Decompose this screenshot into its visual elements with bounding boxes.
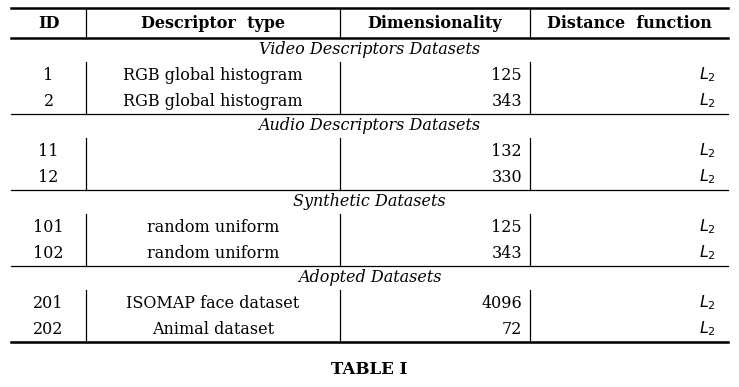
Text: Descriptor  type: Descriptor type bbox=[141, 14, 285, 31]
Text: 125: 125 bbox=[491, 67, 522, 84]
Text: $L_2$: $L_2$ bbox=[699, 244, 716, 262]
Text: $L_2$: $L_2$ bbox=[699, 294, 716, 312]
Text: Animal dataset: Animal dataset bbox=[152, 320, 274, 337]
Text: 201: 201 bbox=[33, 295, 64, 312]
Text: $L_2$: $L_2$ bbox=[699, 168, 716, 187]
Text: Distance  function: Distance function bbox=[547, 14, 712, 31]
Text: Dimensionality: Dimensionality bbox=[368, 14, 503, 31]
Text: $L_2$: $L_2$ bbox=[699, 66, 716, 84]
Text: 1: 1 bbox=[44, 67, 54, 84]
Text: 330: 330 bbox=[491, 168, 522, 185]
Text: 125: 125 bbox=[491, 219, 522, 236]
Text: 101: 101 bbox=[33, 219, 64, 236]
Text: random uniform: random uniform bbox=[147, 245, 279, 262]
Text: 343: 343 bbox=[491, 245, 522, 262]
Text: 132: 132 bbox=[491, 142, 522, 159]
Text: $L_2$: $L_2$ bbox=[699, 320, 716, 338]
Text: 2: 2 bbox=[44, 92, 54, 110]
Text: $L_2$: $L_2$ bbox=[699, 92, 716, 110]
Text: $L_2$: $L_2$ bbox=[699, 142, 716, 160]
Text: random uniform: random uniform bbox=[147, 219, 279, 236]
Text: 202: 202 bbox=[33, 320, 64, 337]
Text: 72: 72 bbox=[502, 320, 522, 337]
Text: 343: 343 bbox=[491, 92, 522, 110]
Text: RGB global histogram: RGB global histogram bbox=[123, 92, 303, 110]
Text: 12: 12 bbox=[38, 168, 58, 185]
Text: Audio Descriptors Datasets: Audio Descriptors Datasets bbox=[259, 118, 480, 135]
Text: 102: 102 bbox=[33, 245, 64, 262]
Text: 4096: 4096 bbox=[481, 295, 522, 312]
Text: Adopted Datasets: Adopted Datasets bbox=[298, 269, 441, 286]
Text: ID: ID bbox=[38, 14, 59, 31]
Text: 11: 11 bbox=[38, 142, 59, 159]
Text: RGB global histogram: RGB global histogram bbox=[123, 67, 303, 84]
Text: $L_2$: $L_2$ bbox=[699, 217, 716, 236]
Text: Video Descriptors Datasets: Video Descriptors Datasets bbox=[259, 41, 480, 58]
Text: Synthetic Datasets: Synthetic Datasets bbox=[293, 194, 446, 211]
Text: TABLE I: TABLE I bbox=[331, 361, 408, 377]
Text: ISOMAP face dataset: ISOMAP face dataset bbox=[126, 295, 299, 312]
